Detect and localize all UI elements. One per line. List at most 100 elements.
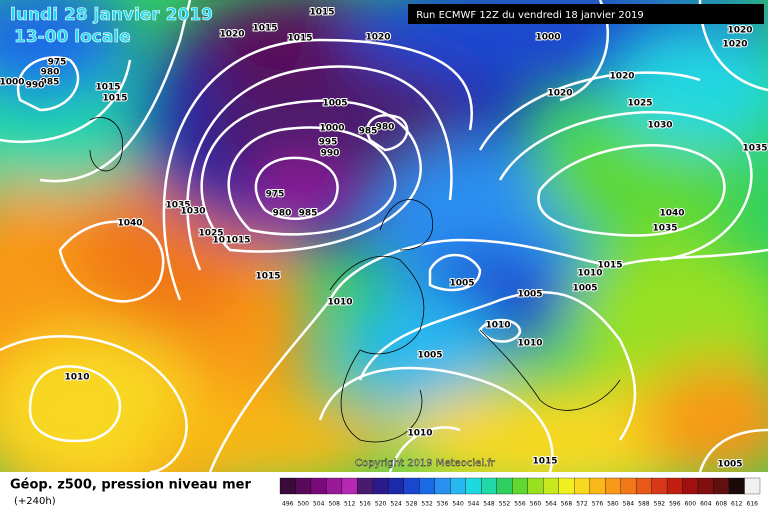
colorbar-swatch — [388, 477, 405, 495]
isobars — [0, 0, 768, 472]
isobar-label: 985 — [41, 78, 60, 88]
colorbar-swatch — [558, 477, 575, 495]
colorbar-swatch — [403, 477, 420, 495]
colorbar-swatch — [744, 477, 761, 495]
isobar-label: 990 — [26, 81, 45, 91]
colorbar-label: 532 — [421, 501, 433, 508]
copyright: Copyright 2019 Meteociel.fr — [355, 458, 496, 469]
colorbar-label: 552 — [499, 501, 511, 508]
colorbar-label: 572 — [576, 501, 588, 508]
colorbar-swatch — [450, 477, 466, 495]
colorbar-swatch — [341, 477, 358, 495]
colorbar-label: 524 — [390, 501, 402, 508]
isobar-label: 1010 — [485, 321, 510, 331]
isobar-label: 1015 — [255, 272, 280, 282]
isobar-label: 980 — [376, 123, 395, 133]
isobar-label: 1035 — [742, 144, 767, 154]
colorbar-label: 528 — [406, 501, 418, 508]
isobar-label: 1010 — [577, 269, 602, 279]
colorbar-swatch — [605, 477, 621, 495]
colorbar-label: 536 — [437, 501, 449, 508]
isobar-label: 1020 — [365, 33, 390, 43]
isobar-label: 1020 — [547, 89, 572, 99]
isobar-label: 1020 — [219, 30, 244, 40]
isobar-label: 1015 — [102, 94, 127, 104]
colorbar-swatch — [527, 477, 544, 495]
isobar-label: 1010 — [64, 373, 89, 383]
isobar-label: 1015 — [597, 261, 622, 271]
colorbar-label: 592 — [654, 501, 666, 508]
colorbar-label: 556 — [514, 501, 526, 508]
colorbar-swatch — [620, 477, 637, 495]
isobar-label: 1030 — [647, 121, 672, 131]
isobar-label: 1040 — [659, 209, 684, 219]
colorbar-label: 604 — [700, 501, 712, 508]
colorbar-swatch — [279, 477, 296, 495]
isobar-label: 1015 — [287, 34, 312, 44]
colorbar-label: 508 — [328, 501, 340, 508]
colorbar-label: 596 — [669, 501, 681, 508]
colorbar-swatch — [682, 477, 699, 495]
isobar-label: 1030 — [180, 207, 205, 217]
isobar-label: 995 — [319, 138, 338, 148]
colorbar-label: 576 — [592, 501, 604, 508]
isobar-label: 1005 — [717, 460, 742, 470]
colorbar-swatch — [434, 477, 451, 495]
isobar-label: 1010 — [407, 429, 432, 439]
colorbar-swatch — [574, 477, 590, 495]
isobar-label: 1020 — [727, 26, 752, 36]
colorbar-label: 560 — [530, 501, 542, 508]
forecast-time: 13-00 locale — [14, 27, 131, 47]
isobar-label: 1020 — [609, 72, 634, 82]
isobar-label: 1000 — [535, 33, 560, 43]
isobar-label: 1005 — [417, 351, 442, 361]
isobar-label: 1035 — [652, 224, 677, 234]
isobar-label: 1020 — [722, 40, 747, 50]
isobar-label: 1005 — [572, 284, 597, 294]
colorbar-label: 544 — [468, 501, 480, 508]
colorbar-label: 496 — [282, 501, 294, 508]
isobar-label: 1005 — [517, 290, 542, 300]
colorbar-swatch — [543, 477, 559, 495]
isobar-label: 1020 — [212, 236, 237, 246]
colorbar-swatch — [419, 477, 435, 495]
isobar-label: 985 — [359, 127, 378, 137]
isobar-label: 1015 — [225, 236, 250, 246]
colorbar-label: 580 — [607, 501, 619, 508]
colorbar-swatch — [697, 477, 714, 495]
isobar-label: 1015 — [532, 457, 557, 467]
run-info: Run ECMWF 12Z du vendredi 18 janvier 201… — [416, 10, 644, 21]
colorbar-label: 584 — [623, 501, 635, 508]
colorbar-swatch — [326, 477, 343, 495]
colorbar-label: 500 — [297, 501, 309, 508]
colorbar-label: 548 — [483, 501, 495, 508]
colorbar-swatch — [372, 477, 389, 495]
isobar-label: 1040 — [117, 219, 142, 229]
isobar-label: 1025 — [198, 229, 223, 239]
colorbar-swatch — [512, 477, 528, 495]
colorbar-label: 568 — [561, 501, 573, 508]
isobar-label: 1005 — [322, 99, 347, 109]
coastlines — [89, 117, 621, 443]
isobar-label: 975 — [266, 190, 285, 200]
colorbar-label: 512 — [344, 501, 356, 508]
lead-time: (+240h) — [14, 496, 56, 507]
isobar-label: 1025 — [627, 99, 652, 109]
isobar-label: 985 — [299, 209, 318, 219]
isobar-label: 1015 — [309, 8, 334, 18]
colorbar-swatch — [728, 477, 745, 495]
colorbar-swatch — [310, 477, 327, 495]
colorbar-label: 616 — [747, 501, 759, 508]
isobar-label: 1010 — [327, 298, 352, 308]
run-banner — [408, 4, 764, 24]
isobar-label: 990 — [321, 149, 340, 159]
colorbar-label: 564 — [545, 501, 557, 508]
footer-title: Géop. z500, pression niveau mer — [10, 478, 251, 493]
colorbar-swatch — [481, 477, 497, 495]
isobar-label: 1015 — [252, 24, 277, 34]
isobar-label: 1005 — [449, 279, 474, 289]
isobar-label: 980 — [273, 209, 292, 219]
